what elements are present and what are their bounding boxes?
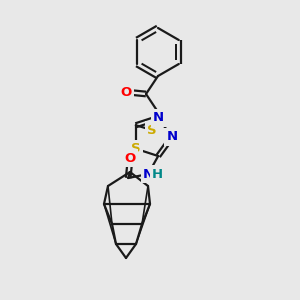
Text: H: H [152, 167, 163, 181]
Text: O: O [120, 85, 132, 98]
Text: N: N [167, 130, 178, 143]
Text: S: S [131, 142, 141, 155]
Text: N: N [153, 112, 164, 124]
Text: N: N [142, 167, 154, 181]
Text: S: S [147, 124, 157, 136]
Text: O: O [124, 152, 136, 164]
